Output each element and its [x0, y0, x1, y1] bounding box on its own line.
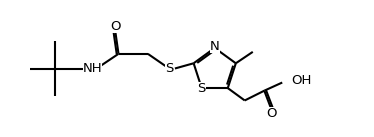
Text: S: S [197, 82, 206, 95]
Text: S: S [165, 62, 173, 75]
Text: O: O [266, 107, 277, 120]
Text: OH: OH [291, 74, 312, 87]
Text: NH: NH [83, 62, 102, 75]
Text: O: O [110, 20, 120, 33]
Text: N: N [210, 40, 220, 53]
